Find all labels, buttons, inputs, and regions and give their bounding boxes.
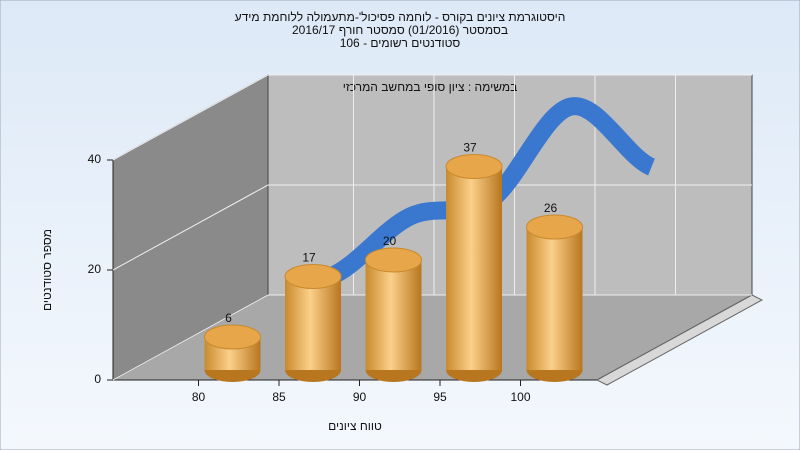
- x-tick-label: 85: [272, 390, 286, 404]
- grid-line: [112, 294, 269, 381]
- title-line: בסמסטר (01/2016) סמסטר חורף 2016/17: [292, 23, 508, 37]
- bar-top: [365, 247, 422, 273]
- grid-line: [112, 74, 269, 161]
- x-tick-label: 90: [353, 390, 367, 404]
- bar: [446, 166, 502, 370]
- y-tick-label: 20: [88, 262, 102, 276]
- value-label: 17: [302, 251, 316, 265]
- floor-edge: [595, 294, 764, 386]
- bar: [285, 276, 341, 370]
- x-tick-label: 100: [510, 390, 530, 404]
- y-axis-label: מספר סטודנטים: [40, 229, 54, 311]
- bar-top: [284, 264, 342, 289]
- x-tick-label: 95: [433, 390, 447, 404]
- subtitle: במשימה : ציון סופי במחשב המרכזי: [343, 80, 518, 94]
- bar: [365, 260, 422, 370]
- grid-line: [112, 184, 269, 271]
- y-tick-label: 0: [94, 372, 101, 386]
- x-tick-label: 80: [192, 390, 206, 404]
- bar: [526, 227, 583, 370]
- bar-top: [204, 324, 261, 350]
- title-line: סטודנטים רשומים - 106: [340, 36, 461, 50]
- title-line: היסטוגרמת ציונים בקורס - לוחמה פסיכול'-מ…: [235, 10, 566, 24]
- bar-top: [445, 154, 503, 179]
- value-label: 6: [225, 311, 232, 325]
- value-label: 26: [544, 201, 558, 215]
- value-label: 37: [463, 141, 477, 155]
- y-tick-label: 40: [88, 152, 102, 166]
- bar-top: [526, 214, 583, 240]
- x-axis-label: טווח ציונים: [328, 419, 382, 433]
- value-label: 20: [383, 234, 397, 248]
